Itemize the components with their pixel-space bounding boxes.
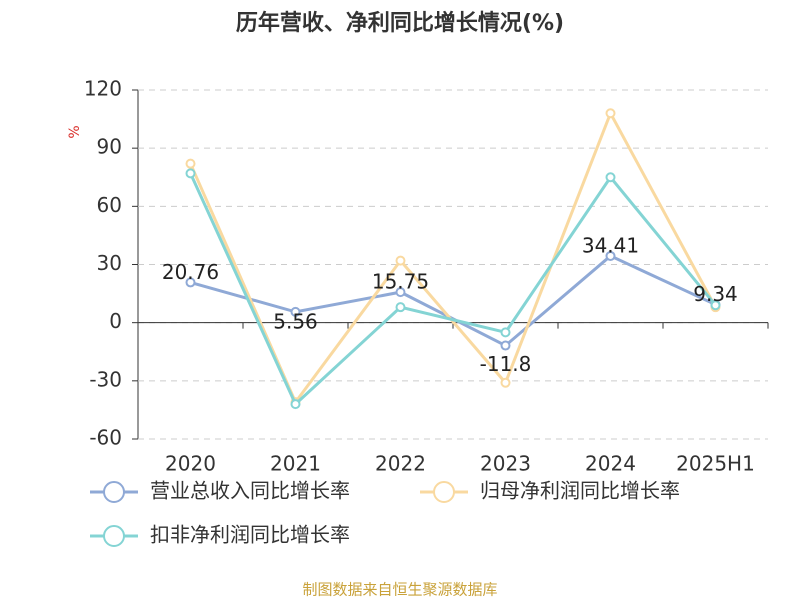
- x-tick-label: 2024: [585, 452, 636, 476]
- point: [500, 327, 511, 338]
- point: [710, 300, 721, 311]
- data-label: 5.56: [273, 309, 318, 333]
- y-tick-label: 30: [97, 251, 122, 275]
- data-label: 34.41: [582, 233, 639, 257]
- x-tick-label: 2021: [270, 452, 321, 476]
- point: [395, 287, 406, 298]
- x-tick-label: 2022: [375, 452, 426, 476]
- point: [290, 399, 301, 410]
- point: [500, 340, 511, 351]
- data-label: -11.8: [480, 352, 532, 376]
- legend-label: 营业总收入同比增长率: [150, 479, 350, 503]
- legend-label: 归母净利润同比增长率: [480, 479, 680, 503]
- y-tick-label: 60: [97, 193, 122, 217]
- y-tick-label: 0: [109, 309, 122, 333]
- legend-label: 扣非净利润同比增长率: [150, 523, 350, 547]
- data-label: 20.76: [162, 260, 219, 284]
- y-unit: %: [67, 125, 83, 138]
- x-tick-label: 2023: [480, 452, 531, 476]
- data-label: 15.75: [372, 270, 429, 294]
- y-tick-label: -60: [89, 426, 122, 450]
- legend-marker: [433, 481, 455, 503]
- point: [185, 158, 196, 169]
- legend-marker: [103, 481, 125, 503]
- legend-marker: [103, 525, 125, 547]
- y-tick-label: 120: [84, 77, 122, 101]
- y-tick-label: 90: [97, 135, 122, 159]
- point: [395, 302, 406, 313]
- point: [290, 306, 301, 317]
- point: [605, 108, 616, 119]
- series-line: [189, 109, 717, 406]
- point: [605, 250, 616, 261]
- point: [500, 377, 511, 388]
- y-tick-label: -30: [89, 367, 122, 391]
- series-line: [189, 172, 717, 407]
- chart-title: 历年营收、净利同比增长情况(%): [236, 10, 564, 36]
- point: [185, 168, 196, 179]
- series-line: [190, 254, 717, 348]
- data-label: 9.34: [693, 282, 738, 306]
- point: [185, 277, 196, 288]
- x-tick-label: 2020: [165, 452, 216, 476]
- point: [395, 255, 406, 266]
- source-note: 制图数据来自恒生聚源数据库: [302, 581, 497, 599]
- x-tick-label: 2025H1: [676, 452, 755, 476]
- point: [605, 172, 616, 183]
